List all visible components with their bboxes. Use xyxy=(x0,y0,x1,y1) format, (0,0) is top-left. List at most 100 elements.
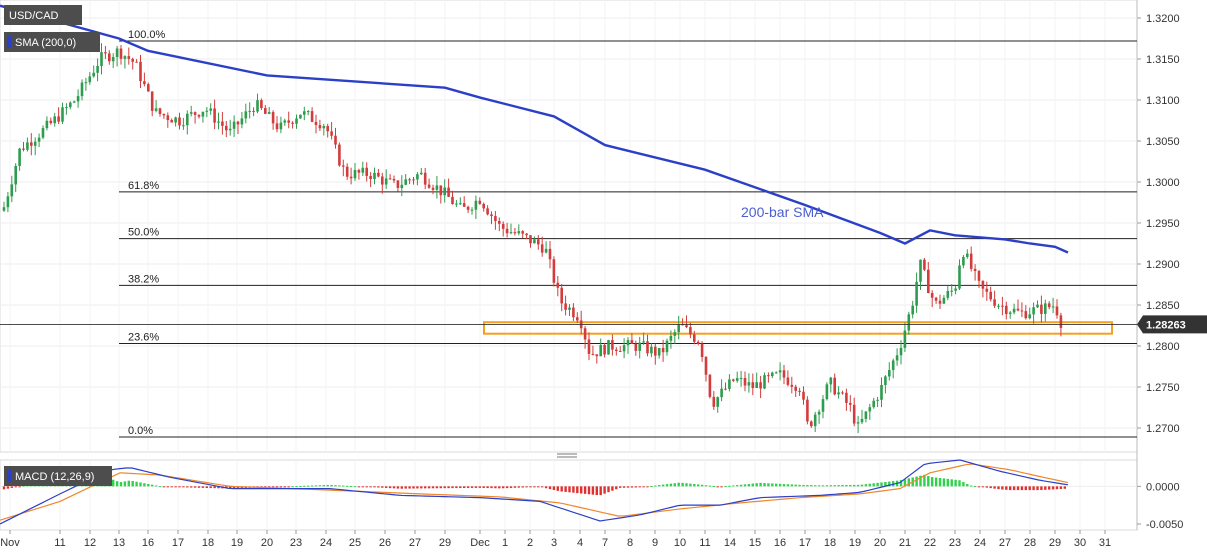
time-tick-label: 16 xyxy=(142,537,154,549)
candle-body xyxy=(498,221,501,224)
macd-histogram-bar xyxy=(919,475,922,487)
macd-histogram-bar xyxy=(400,486,403,489)
candle-body xyxy=(966,253,969,258)
candle-body xyxy=(856,422,860,424)
macd-histogram-bar xyxy=(595,486,598,496)
macd-histogram-bar xyxy=(786,484,790,487)
candle-body xyxy=(509,232,513,234)
candle-body xyxy=(989,291,992,300)
price-grid xyxy=(0,17,1137,429)
time-tick-label: 26 xyxy=(379,537,391,549)
candle-body xyxy=(950,290,953,292)
macd-histogram-bar xyxy=(860,484,864,487)
macd-histogram-bar xyxy=(938,477,942,487)
macd-histogram-bar xyxy=(291,486,294,488)
macd-histogram-bar xyxy=(716,486,719,488)
candle-body xyxy=(139,61,142,82)
candle-body xyxy=(104,52,107,54)
panel-resize-handle[interactable] xyxy=(557,453,577,458)
fib-label: 23.6% xyxy=(128,332,159,344)
macd-histogram-bar xyxy=(650,485,653,487)
macd-histogram-bar xyxy=(268,486,271,488)
candle-body xyxy=(178,117,181,126)
macd-histogram-bar xyxy=(576,486,579,494)
candle-body xyxy=(80,82,84,97)
macd-histogram-bar xyxy=(451,486,454,489)
candle-body xyxy=(439,185,443,196)
candle-body xyxy=(1008,312,1012,315)
candle-body xyxy=(685,325,688,328)
candle-body xyxy=(630,340,634,344)
candle-body xyxy=(384,178,388,185)
candle-body xyxy=(96,65,99,73)
candle-body xyxy=(735,378,739,381)
candle-body xyxy=(973,268,977,272)
candle-body xyxy=(693,334,696,342)
macd-histogram-bar xyxy=(821,485,825,487)
macd-histogram-bar xyxy=(482,486,485,488)
current-price-tag: 1.28263 xyxy=(0,315,1207,334)
candle-body xyxy=(845,392,848,403)
macd-histogram-bar xyxy=(186,486,189,488)
candle-body xyxy=(537,239,540,245)
macd-badge[interactable]: MACD (12,26,9) xyxy=(4,466,112,486)
macd-histogram-bar xyxy=(899,480,903,487)
macd-histogram-bar xyxy=(806,485,809,487)
candle-body xyxy=(665,340,669,353)
macd-histogram-bar xyxy=(369,486,372,488)
candle-body xyxy=(759,382,762,389)
macd-histogram-bar xyxy=(829,485,832,487)
indicator-badge[interactable]: SMA (200,0) xyxy=(4,32,100,52)
time-tick-label: 11 xyxy=(699,537,710,549)
candle-body xyxy=(381,176,384,185)
candle-body xyxy=(10,184,14,197)
macd-histogram-bar xyxy=(217,486,220,489)
candle-body xyxy=(591,353,595,355)
macd-histogram-bar xyxy=(599,486,602,496)
macd-histogram-bar xyxy=(552,486,556,490)
macd-panel xyxy=(0,459,1138,531)
macd-histogram-bar xyxy=(977,486,981,488)
macd-histogram-bar xyxy=(868,483,871,487)
candle-body xyxy=(774,372,778,374)
candle-body xyxy=(915,281,918,306)
candle-body xyxy=(61,107,64,122)
macd-histogram-bar xyxy=(404,486,407,489)
macd-histogram-bar xyxy=(958,480,961,487)
candle-body xyxy=(225,125,228,131)
macd-histogram-bar xyxy=(981,486,985,488)
macd-histogram-bar xyxy=(275,486,279,488)
candle-body xyxy=(513,232,517,234)
macd-histogram-bar xyxy=(455,486,458,489)
macd-histogram-bar xyxy=(888,481,891,487)
macd-histogram-bar xyxy=(533,486,536,488)
candle-body xyxy=(1005,305,1008,315)
macd-histogram-bar xyxy=(1012,486,1016,491)
macd-histogram-bar xyxy=(802,484,805,487)
time-tick-label: 25 xyxy=(349,537,361,549)
macd-histogram-bar xyxy=(755,483,758,487)
candle-body xyxy=(287,120,290,123)
candle-body xyxy=(462,203,466,207)
macd-histogram-bar xyxy=(1005,486,1008,490)
symbol-label: USD/CAD xyxy=(9,10,59,22)
candle-body xyxy=(193,112,197,115)
candle-body xyxy=(1055,306,1059,316)
fib-label: 38.2% xyxy=(128,273,159,285)
macd-histogram-bar xyxy=(837,485,840,487)
candle-body xyxy=(880,384,883,400)
candle-body xyxy=(501,223,505,229)
macd-histogram-bar xyxy=(271,486,275,488)
candle-body xyxy=(595,354,599,357)
macd-histogram-bar xyxy=(326,484,329,487)
candle-body xyxy=(813,414,817,427)
macd-histogram-bar xyxy=(447,486,450,489)
time-tick-label: 24 xyxy=(974,537,986,549)
candle-body xyxy=(884,376,887,385)
candle-body xyxy=(872,400,875,408)
candle-body xyxy=(135,61,138,63)
candle-body xyxy=(825,384,829,400)
time-tick-label: 18 xyxy=(202,537,214,549)
macd-histogram-bar xyxy=(1032,486,1035,491)
candle-body xyxy=(771,372,774,377)
